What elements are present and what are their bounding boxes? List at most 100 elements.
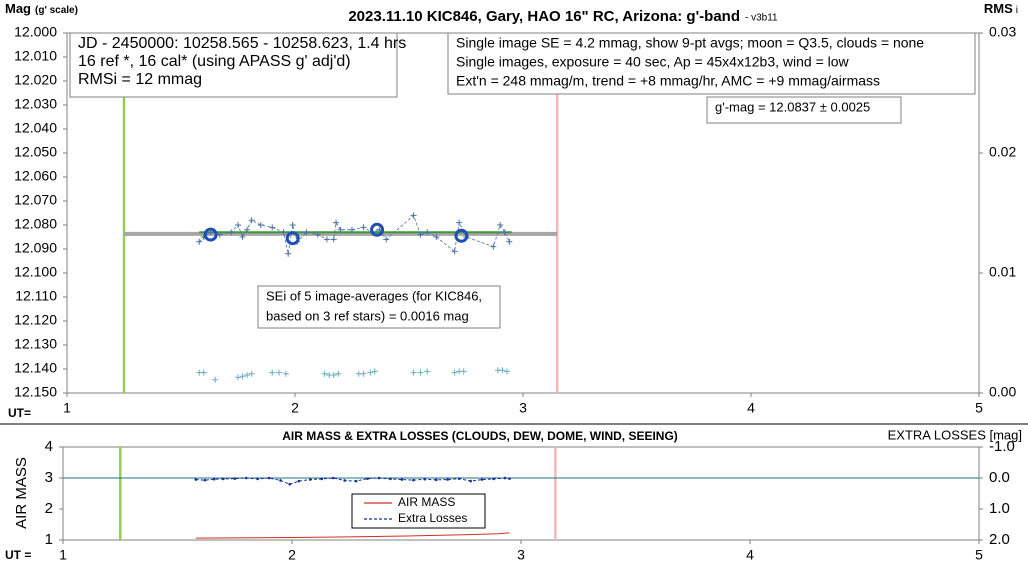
point (222, 477, 225, 481)
point (499, 367, 506, 374)
point (412, 478, 415, 482)
point (400, 478, 404, 481)
y-tick-label: 12.130 (14, 336, 57, 352)
point (383, 236, 390, 243)
y2-tick-label: -1.0 (989, 438, 1015, 455)
point (434, 478, 438, 482)
point (460, 368, 467, 375)
y2-tick-label: 1.0 (989, 500, 1010, 517)
point (370, 222, 385, 237)
point (276, 369, 283, 376)
point (367, 369, 374, 376)
point (330, 372, 337, 378)
point (248, 217, 255, 224)
point (216, 231, 223, 238)
point (285, 231, 300, 246)
point (360, 224, 367, 231)
y2-axis-label-text: RMS (984, 1, 1013, 16)
y-tick-label: 12.140 (14, 360, 57, 376)
point (417, 369, 424, 376)
point (480, 478, 484, 481)
point (433, 234, 440, 240)
x-tick-label: 2 (288, 547, 296, 563)
point (330, 236, 337, 243)
point (501, 229, 508, 236)
x-tick-label: 4 (747, 400, 755, 416)
chart-title: AIR MASS & EXTRA LOSSES (CLOUDS, DEW, DO… (282, 429, 678, 443)
y-tick-label: 12.020 (14, 72, 57, 88)
annotation-box (447, 32, 976, 95)
point (423, 477, 427, 481)
point (257, 222, 264, 228)
y2-tick-label: 2.0 (989, 531, 1010, 548)
y-tick-label: 12.120 (14, 312, 57, 328)
annotation-box (257, 285, 501, 329)
annotation-text: JD - 2450000: 10258.565 - 10258.623, 1.4… (78, 35, 406, 52)
y-tick-label: 12.150 (14, 384, 57, 400)
point (285, 250, 292, 257)
point (490, 243, 497, 250)
point (194, 478, 198, 481)
y-tick-label: 12.090 (14, 240, 57, 256)
point (410, 212, 417, 219)
y-tick-label: 12.050 (14, 144, 57, 160)
point (451, 369, 458, 376)
point (200, 369, 207, 376)
legend-box (351, 493, 486, 529)
point (456, 219, 463, 226)
point (282, 370, 289, 377)
series-line (195, 532, 510, 539)
point (366, 477, 369, 480)
point (228, 229, 235, 236)
point (335, 370, 342, 377)
point (333, 219, 340, 226)
point (454, 228, 469, 243)
point (424, 368, 431, 375)
annotation-text: based on 3 ref stars) = 0.0016 mag (266, 308, 469, 323)
point (508, 477, 511, 480)
x-tick-label: 5 (975, 547, 983, 563)
series-line (195, 477, 510, 485)
y2-tick-label: 0.01 (989, 264, 1016, 280)
y2-tick-label: 0.0 (989, 469, 1010, 486)
point (256, 477, 259, 481)
point (424, 229, 431, 236)
y-tick-label: 12.080 (14, 216, 57, 232)
point (244, 226, 251, 233)
point (504, 368, 511, 375)
annotation-text: 16 ref *, 16 cal* (using APASS g' adj'd) (78, 53, 351, 70)
x-tick-label: 2 (291, 400, 299, 416)
y-tick-label: 1 (45, 531, 53, 548)
point (279, 479, 282, 482)
y-tick-label: 12.110 (15, 288, 57, 304)
point (289, 222, 296, 228)
chart-subtitle: - v3b11 (745, 13, 778, 24)
point (303, 229, 310, 236)
y-tick-label: 12.040 (14, 120, 57, 136)
x-tick-label: 4 (746, 547, 754, 563)
annotation-box (69, 32, 398, 98)
point (203, 227, 218, 242)
point (389, 477, 392, 481)
annotation-text: Single images, exposure = 40 sec, Ap = 4… (456, 54, 850, 70)
point (337, 226, 344, 233)
point (239, 234, 246, 240)
point (248, 370, 255, 377)
point (244, 476, 248, 480)
y-axis-label-text: Mag (5, 1, 31, 16)
y-tick-label: 4 (45, 438, 53, 455)
point (497, 222, 504, 228)
annotation-text: SEi of 5 image-averages (for KIC846, (266, 288, 482, 303)
point (321, 370, 328, 377)
point (269, 369, 276, 376)
x-tick-label: 3 (517, 547, 525, 563)
point (343, 479, 346, 482)
x-axis-label: UT = (5, 548, 31, 562)
y2-tick-label: 0.00 (989, 384, 1016, 400)
point (492, 477, 495, 481)
point (371, 368, 378, 375)
y2-axis-label: EXTRA LOSSES [mag] (888, 427, 1022, 442)
point (233, 477, 237, 480)
point (269, 224, 276, 231)
y-axis-label: Mag (g' scale) (5, 1, 78, 16)
